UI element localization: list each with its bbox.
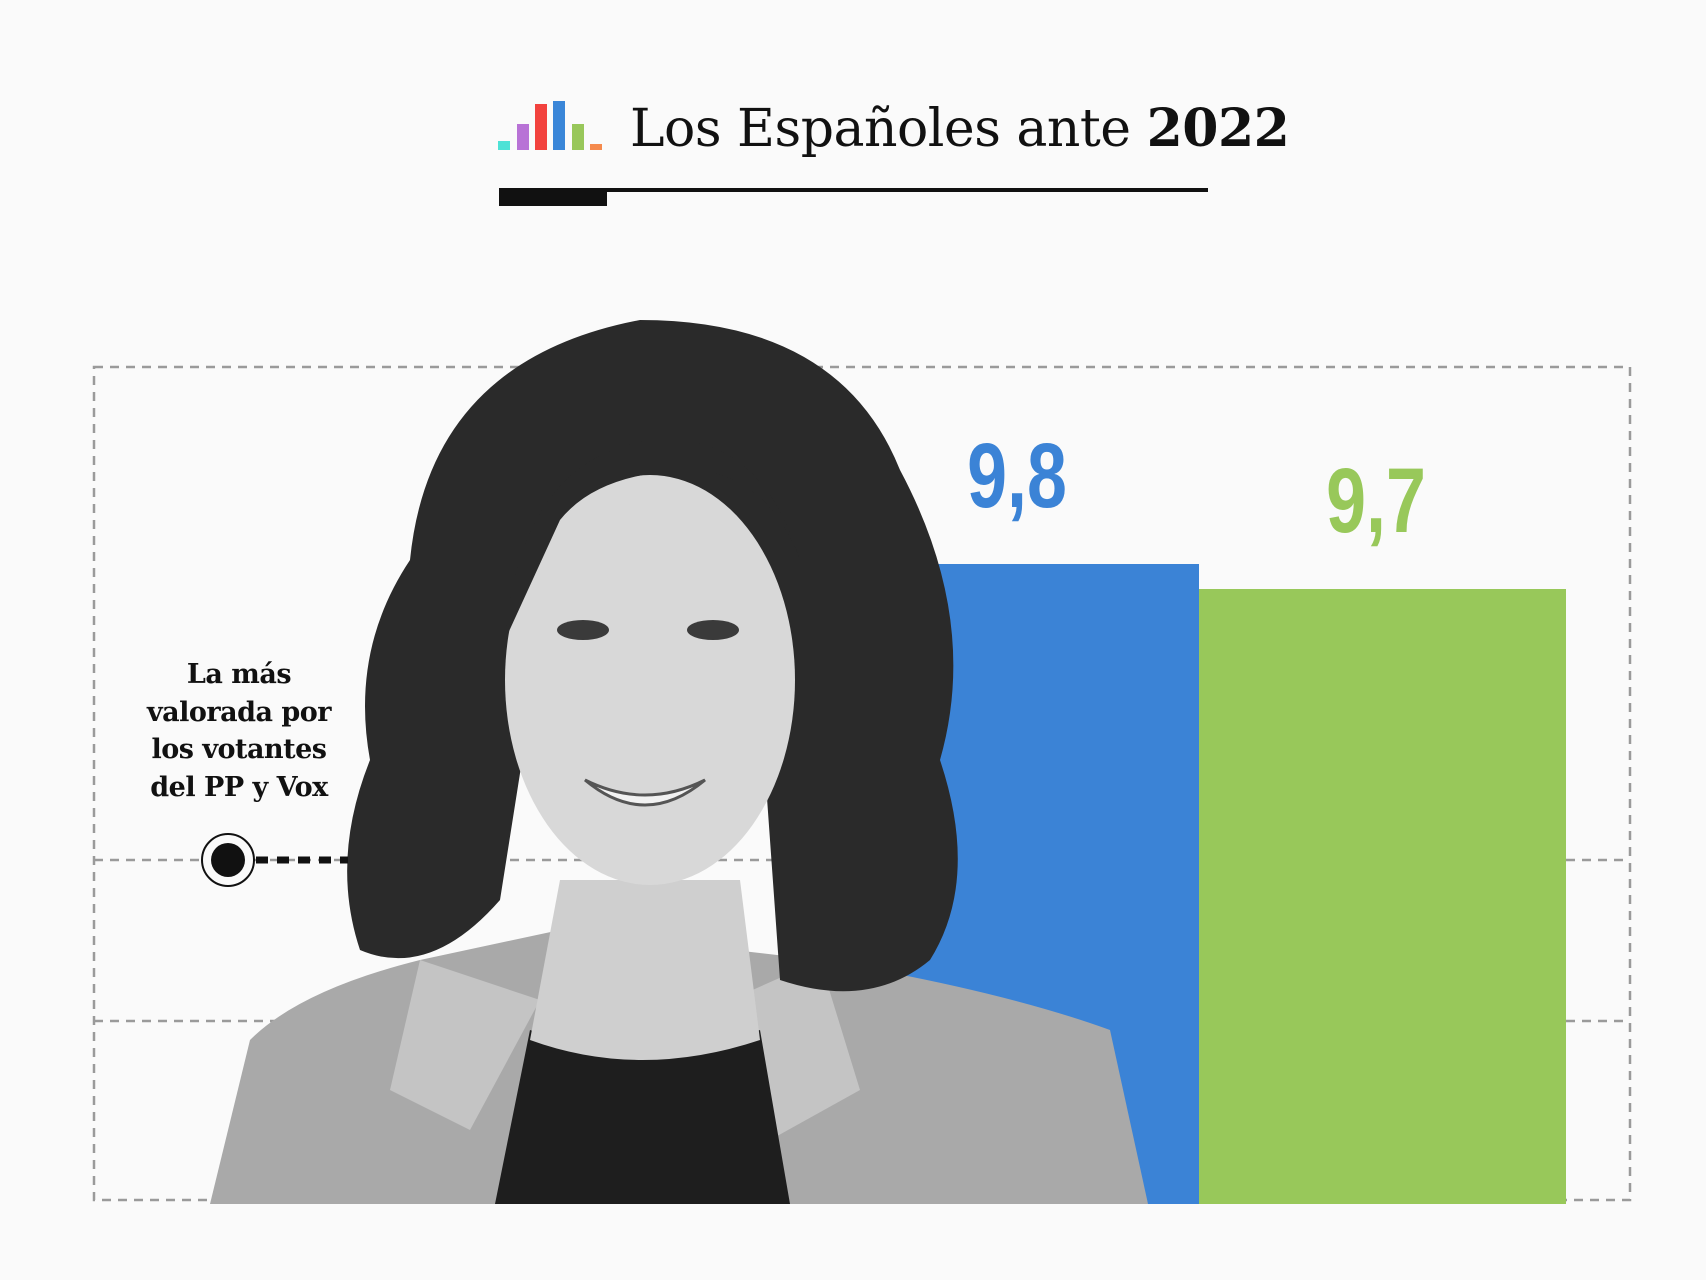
face <box>505 475 795 885</box>
bar-2 <box>1199 589 1566 1204</box>
hair <box>347 320 958 992</box>
left-eye <box>557 620 609 640</box>
lapel-left <box>390 960 540 1130</box>
portrait-photo <box>210 320 1148 1204</box>
bars <box>903 564 1566 1204</box>
annotation-marker <box>201 833 348 887</box>
smile <box>584 778 706 807</box>
marker-dot <box>211 843 245 877</box>
title-regular: Los Españoles ante <box>630 99 1131 159</box>
title-year: 2022 <box>1146 98 1290 159</box>
page-title: Los Españoles ante 2022 <box>630 98 1290 159</box>
hair-fringe <box>505 439 800 640</box>
title-underline <box>499 188 1208 192</box>
data-label-2: 9,7 <box>1326 450 1426 552</box>
annotation-text: La más valorada por los votantes del PP … <box>146 659 332 803</box>
neck <box>530 880 760 1060</box>
bar-chart-logo-icon <box>498 101 602 150</box>
title-underline-accent <box>499 188 607 206</box>
top-garment <box>495 1030 790 1204</box>
right-eye <box>687 620 739 640</box>
data-label-1: 9,8 <box>967 425 1067 527</box>
